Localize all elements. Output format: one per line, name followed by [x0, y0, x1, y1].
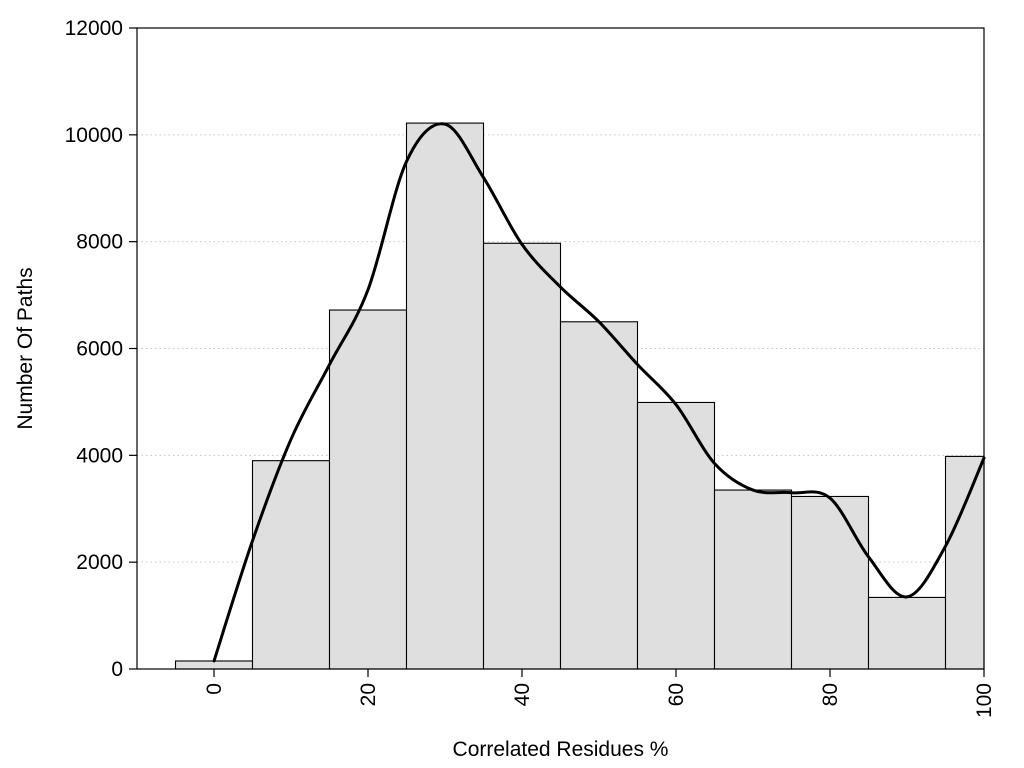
x-tick-label: 100 [973, 683, 996, 718]
y-axis-ticks: 0 2000 4000 6000 8000 10000 12000 [65, 17, 137, 681]
histogram-bar [944, 455, 985, 670]
y-tick-label: 2000 [76, 551, 123, 574]
x-tick-label: 60 [665, 683, 688, 706]
y-tick-label: 4000 [76, 444, 123, 467]
y-tick-label: 0 [111, 658, 123, 681]
y-tick-label: 12000 [65, 17, 123, 40]
x-tick-label: 20 [357, 683, 380, 706]
histogram-bar [559, 321, 639, 670]
x-axis-ticks: 0 20 40 60 80 100 [203, 669, 996, 718]
density-curve-line [212, 122, 986, 663]
x-axis-title: Correlated Residues % [453, 738, 669, 761]
x-tick-label: 80 [819, 683, 842, 706]
histogram-bar [328, 309, 408, 670]
y-tick-label: 8000 [76, 231, 123, 254]
y-axis-title: Number Of Paths [14, 267, 37, 429]
histogram-bar [867, 596, 947, 670]
histogram-bar [405, 122, 485, 670]
histogram-bar [251, 460, 331, 670]
histogram-bar [482, 242, 562, 670]
histogram-bar [713, 489, 793, 670]
x-tick-label: 0 [203, 683, 226, 695]
histogram-bar [636, 401, 716, 670]
histogram-bar [790, 495, 870, 670]
density-curve [212, 122, 986, 663]
y-tick-label: 6000 [76, 338, 123, 361]
bars [174, 122, 985, 670]
y-tick-label: 10000 [65, 124, 123, 147]
x-tick-label: 40 [511, 683, 534, 706]
